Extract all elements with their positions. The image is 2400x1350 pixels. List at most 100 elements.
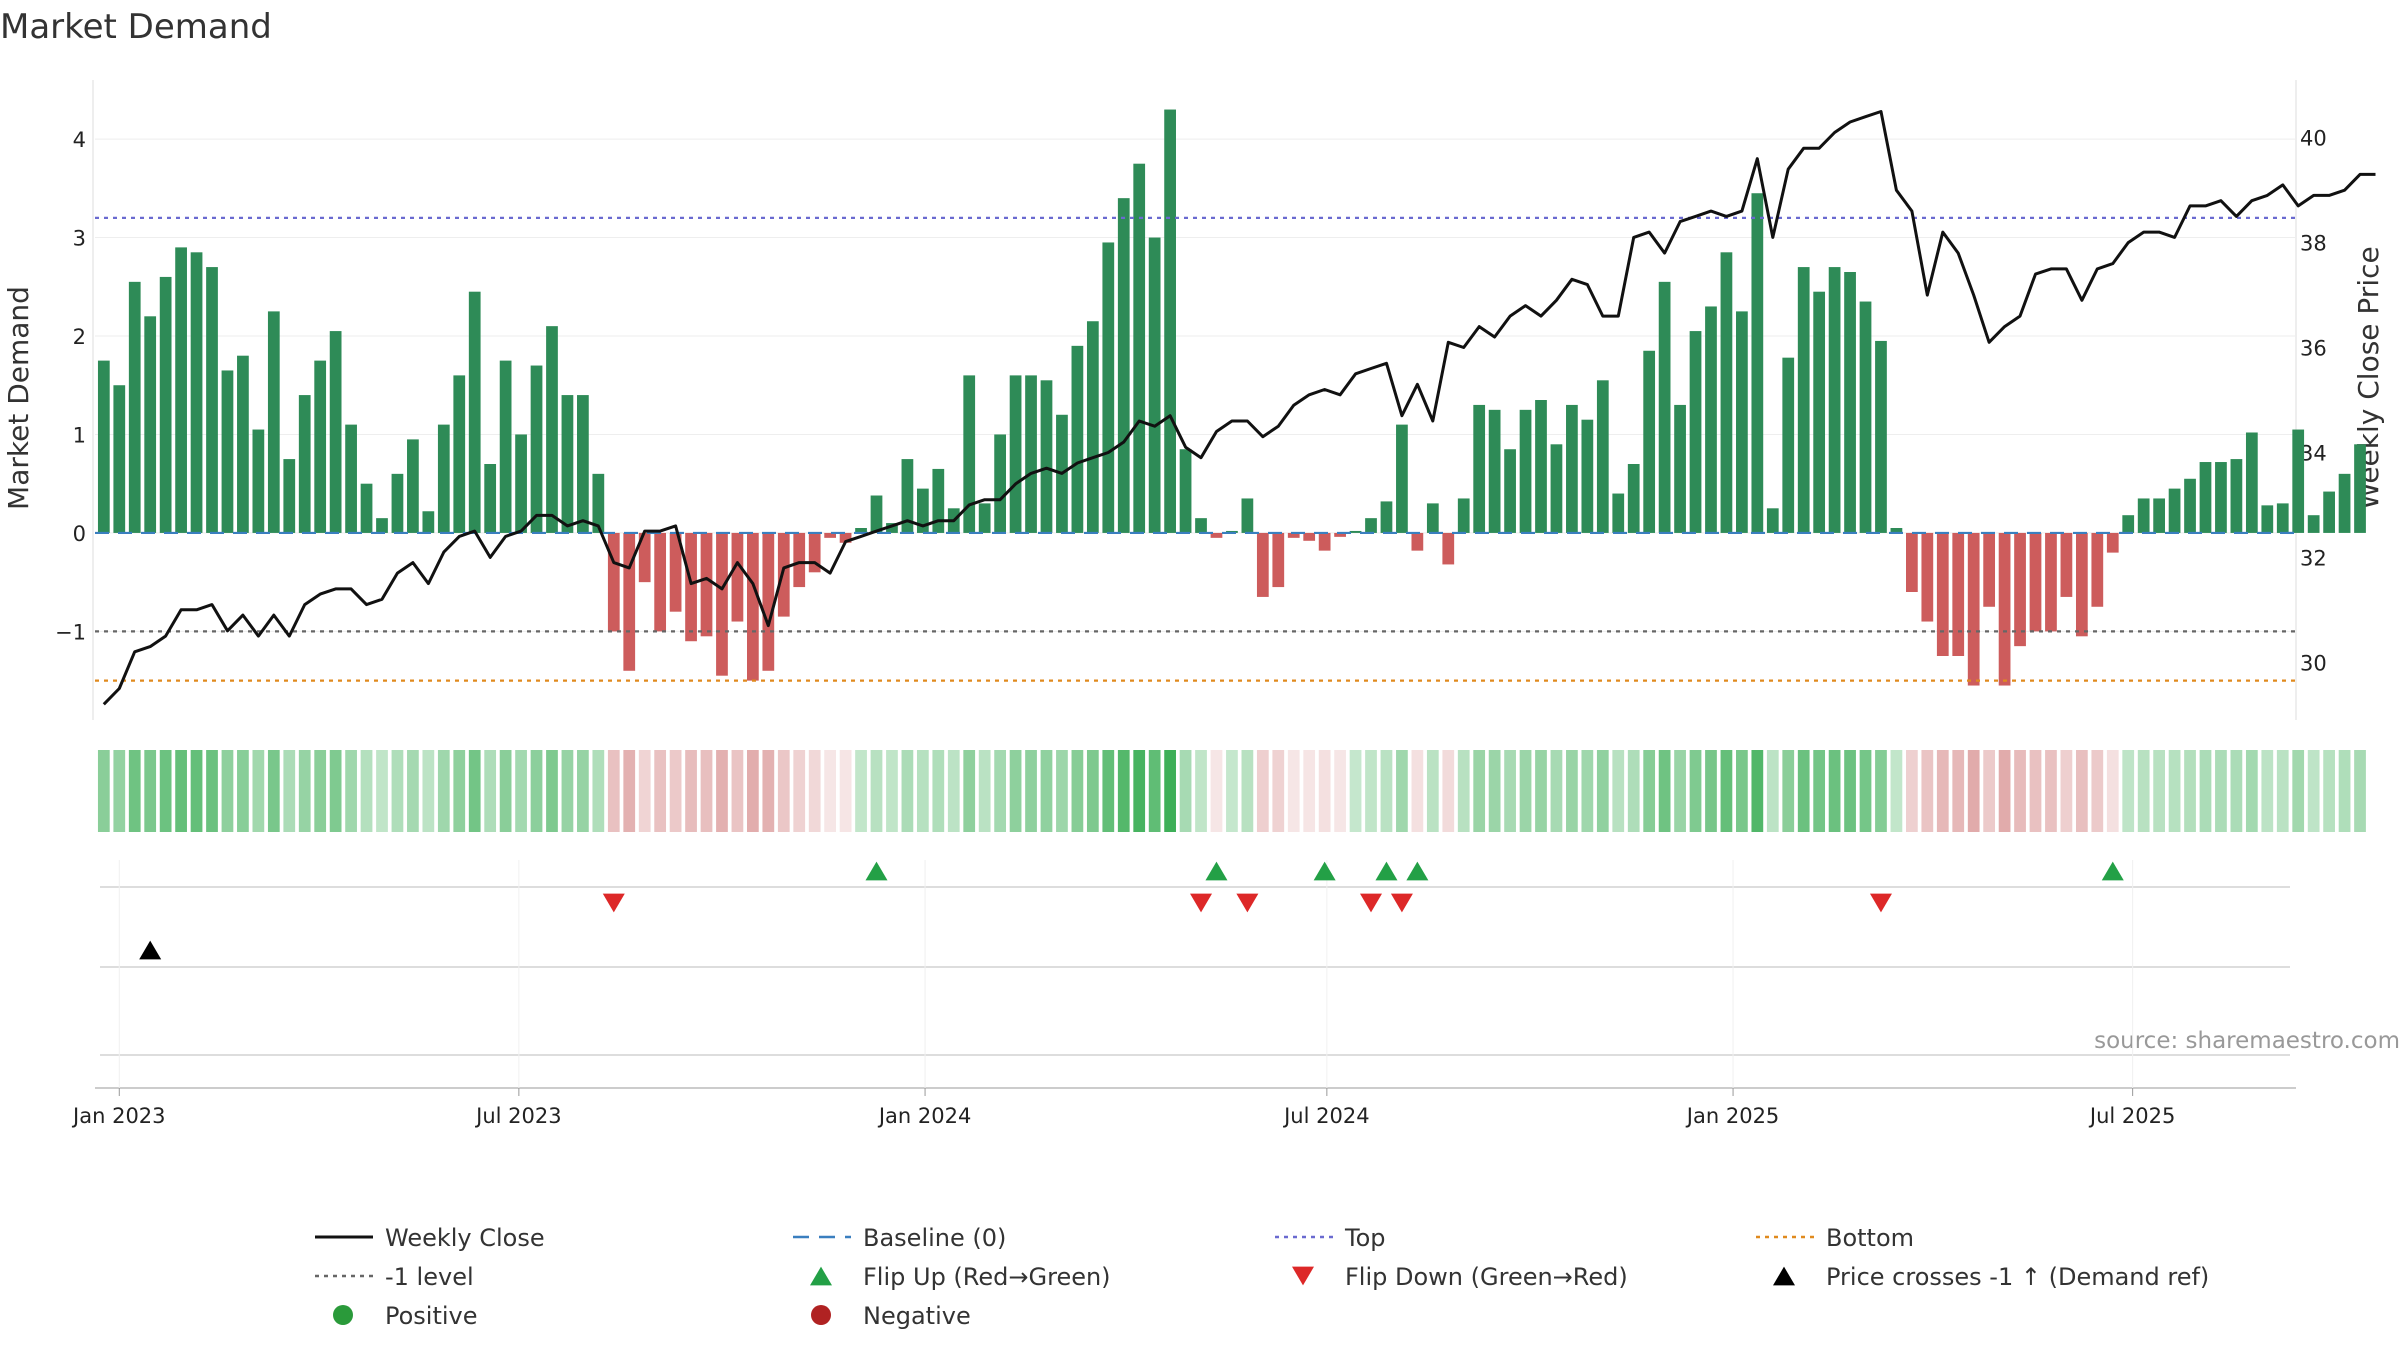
demand-bar-positive bbox=[886, 523, 898, 533]
flip-down-marker bbox=[1390, 893, 1413, 913]
heat-strip-cell bbox=[1241, 750, 1254, 832]
demand-bar-positive bbox=[1705, 306, 1717, 533]
heat-strip-cell bbox=[746, 750, 759, 832]
y-tick-label: 3 bbox=[73, 227, 86, 251]
demand-bar-positive bbox=[1488, 409, 1501, 533]
heat-strip-cell bbox=[1380, 750, 1393, 832]
x-tick-label: Jul 2025 bbox=[2088, 1104, 2175, 1128]
heat-strip-cell bbox=[329, 750, 342, 832]
heat-strip-cell bbox=[1349, 750, 1362, 832]
demand-bar-negative bbox=[685, 532, 697, 642]
heat-strip-cell bbox=[1303, 750, 1316, 832]
demand-bar-positive bbox=[2338, 473, 2351, 533]
demand-bar-positive bbox=[298, 395, 311, 533]
y2-tick-label: 40 bbox=[2300, 127, 2327, 151]
heat-strip-cell bbox=[2292, 750, 2305, 832]
heat-strip-cell bbox=[113, 750, 126, 832]
heat-strip-cell bbox=[1720, 750, 1733, 832]
heat-strip-cell bbox=[839, 750, 852, 832]
demand-bar-negative bbox=[1936, 532, 1949, 656]
heat-strip-cell bbox=[1272, 750, 1285, 832]
demand-bar-positive bbox=[2276, 503, 2289, 533]
flip-up-marker bbox=[865, 861, 888, 881]
demand-bar-positive bbox=[1164, 109, 1176, 533]
demand-bar-positive bbox=[267, 311, 280, 533]
y2-tick-label: 32 bbox=[2300, 546, 2327, 570]
y-tick-label: 1 bbox=[73, 423, 86, 447]
demand-bar-positive bbox=[144, 316, 157, 533]
heat-strip-cell bbox=[144, 750, 157, 832]
legend-label: Top bbox=[1344, 1224, 1386, 1252]
demand-bar-positive bbox=[1086, 321, 1099, 533]
legend-label: Weekly Close bbox=[385, 1224, 545, 1252]
demand-bar-positive bbox=[1426, 503, 1439, 533]
heat-strip-cell bbox=[1890, 750, 1903, 832]
demand-bar-positive bbox=[1148, 237, 1161, 533]
demand-bar-negative bbox=[2045, 532, 2057, 632]
heat-strip-cell bbox=[1828, 750, 1841, 832]
heat-strip-cell bbox=[592, 750, 605, 832]
heat-strip-cell bbox=[1426, 750, 1439, 832]
heat-strip-cell bbox=[1998, 750, 2011, 832]
heat-strip-cell bbox=[1519, 750, 1532, 832]
heat-strip-cell bbox=[1148, 750, 1161, 832]
demand-bar-positive bbox=[1596, 380, 1609, 533]
legend-label: -1 level bbox=[385, 1263, 474, 1291]
heat-strip-cell bbox=[267, 750, 280, 832]
legend-swatch-triangle-down bbox=[1292, 1266, 1314, 1286]
heat-strip-cell bbox=[1550, 750, 1563, 832]
demand-bar-positive bbox=[206, 267, 218, 533]
demand-bar-positive bbox=[1025, 375, 1037, 533]
flip-down-marker bbox=[1190, 893, 1213, 913]
heat-strip-cell bbox=[1535, 750, 1547, 832]
heat-strip-cell bbox=[159, 750, 172, 832]
heat-strip-cell bbox=[1921, 750, 1934, 832]
demand-bar-negative bbox=[638, 532, 651, 583]
legend-label: Positive bbox=[385, 1302, 478, 1330]
demand-bar-positive bbox=[221, 370, 234, 533]
demand-bar-negative bbox=[1411, 532, 1424, 551]
demand-bar-positive bbox=[1473, 404, 1486, 533]
demand-bar-negative bbox=[1210, 532, 1223, 538]
demand-bar-positive bbox=[1566, 404, 1578, 533]
y-axis-label: Market Demand bbox=[2, 286, 35, 510]
heat-strip-cell bbox=[716, 750, 728, 832]
heat-strip-cell bbox=[437, 750, 450, 832]
flip-up-marker bbox=[1205, 861, 1228, 881]
heat-strip-cell bbox=[963, 750, 976, 832]
demand-bar-negative bbox=[762, 532, 775, 671]
demand-bar-negative bbox=[1952, 532, 1965, 656]
demand-bar-positive bbox=[437, 424, 450, 533]
demand-bar-positive bbox=[2292, 429, 2305, 533]
demand-bar-positive bbox=[128, 281, 141, 533]
y-tick-label: 2 bbox=[73, 325, 86, 349]
legend-label: Flip Down (Green→Red) bbox=[1345, 1263, 1628, 1291]
heat-strip-cell bbox=[298, 750, 311, 832]
demand-bar-positive bbox=[1102, 242, 1115, 533]
flip-down-marker bbox=[1236, 893, 1259, 913]
demand-bar-positive bbox=[113, 385, 126, 533]
heat-strip-cell bbox=[345, 750, 357, 832]
demand-bar-negative bbox=[2014, 532, 2026, 647]
heat-strip-cell bbox=[2230, 750, 2243, 832]
demand-bar-positive bbox=[1859, 301, 1872, 533]
flip-down-marker bbox=[1360, 893, 1383, 913]
demand-bar-positive bbox=[2245, 432, 2258, 533]
heat-strip-cell bbox=[283, 750, 296, 832]
demand-bar-positive bbox=[190, 252, 203, 533]
demand-bar-positive bbox=[314, 360, 327, 533]
demand-bar-positive bbox=[2354, 444, 2366, 533]
heat-strip-cell bbox=[2075, 750, 2088, 832]
demand-bar-positive bbox=[329, 331, 342, 533]
demand-bar-positive bbox=[1581, 419, 1594, 533]
heat-strip-cell bbox=[1967, 750, 1980, 832]
heat-strip-cell bbox=[1705, 750, 1717, 832]
heat-strip-cell bbox=[1365, 750, 1377, 832]
demand-bar-positive bbox=[1643, 350, 1656, 533]
heat-strip-cell bbox=[638, 750, 651, 832]
heat-strip-cell bbox=[793, 750, 806, 832]
demand-bar-positive bbox=[577, 395, 589, 533]
heat-strip-cell bbox=[376, 750, 388, 832]
demand-bar-negative bbox=[2075, 532, 2088, 637]
